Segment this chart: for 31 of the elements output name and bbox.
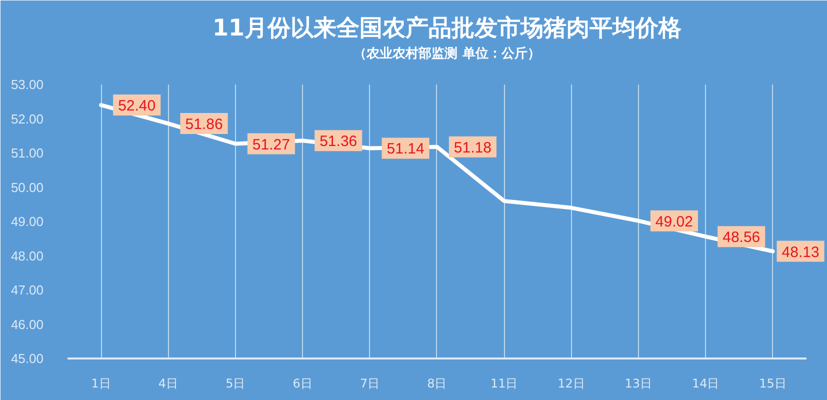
x-tick-label: 13日 [624, 376, 652, 390]
x-tick-label: 7日 [360, 376, 380, 390]
x-tick-label: 14日 [692, 376, 720, 390]
x-tick-label: 12日 [558, 376, 585, 390]
x-tick-label: 8日 [427, 376, 447, 390]
data-label: 48.56 [722, 229, 760, 246]
data-label: 49.02 [655, 213, 693, 230]
x-tick-label: 5日 [226, 376, 246, 390]
data-label: 51.86 [185, 116, 223, 134]
y-tick-label: 50.00 [10, 180, 44, 195]
x-tick-label: 4日 [158, 376, 178, 390]
x-tick-label: 1日 [91, 376, 111, 390]
data-label: 51.27 [252, 136, 290, 154]
chart-subtitle: （农业农村部监测 单位：公斤） [354, 46, 540, 62]
data-label: 51.14 [386, 140, 424, 158]
y-tick-label: 51.00 [10, 146, 44, 160]
y-tick-label: 48.00 [10, 248, 44, 264]
x-tick-label: 15日 [759, 376, 786, 390]
y-tick-label: 53.00 [10, 77, 44, 92]
y-tick-label: 52.00 [10, 111, 44, 126]
chart-title: 11月份以来全国农产品批发市场猪肉平均价格 [212, 14, 682, 42]
data-label: 48.13 [782, 244, 820, 261]
data-label: 51.18 [454, 139, 492, 156]
y-tick-label: 49.00 [10, 214, 44, 229]
x-tick-label: 11日 [490, 376, 518, 390]
y-tick-label: 45.00 [10, 351, 44, 366]
x-tick-label: 6日 [292, 376, 312, 390]
data-label: 52.40 [118, 98, 156, 115]
y-tick-label: 47.00 [10, 282, 44, 298]
y-tick-label: 46.00 [10, 316, 44, 332]
data-label: 51.36 [320, 133, 358, 150]
